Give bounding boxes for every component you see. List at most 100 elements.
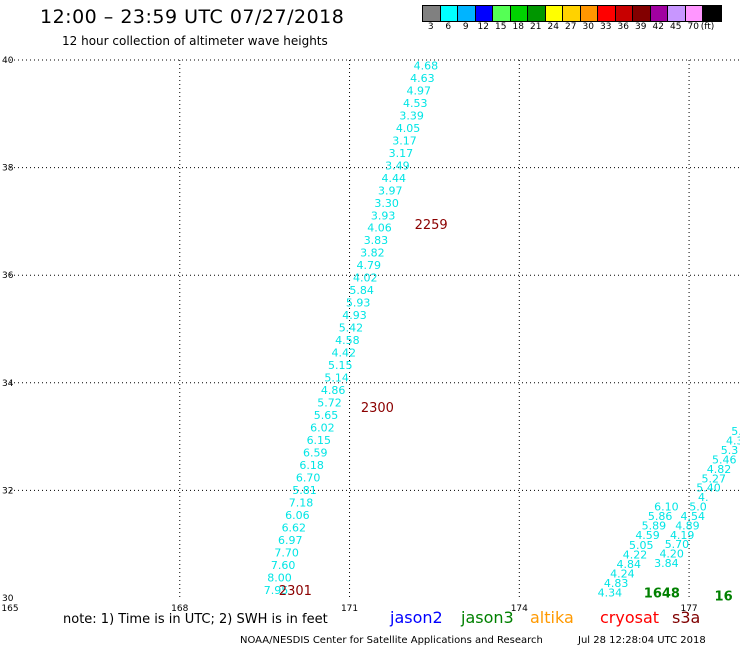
color-scale-label: 18 <box>512 22 524 32</box>
pass-time-label: 1648 <box>644 587 680 602</box>
wave-height-value: 4.97 <box>407 84 432 97</box>
color-swatch <box>668 6 686 21</box>
color-swatch <box>475 6 493 21</box>
wave-height-value: 5.70 <box>665 538 690 551</box>
wave-height-value: 4.06 <box>367 222 392 235</box>
wave-height-value: 6.18 <box>299 459 324 472</box>
wave-height-value: 4.3 <box>726 435 740 448</box>
wave-height-value: 3.39 <box>399 109 424 122</box>
color-swatch <box>685 6 703 21</box>
wave-height-value: 7.70 <box>274 546 299 559</box>
wave-height-value: 4.84 <box>616 558 641 571</box>
wave-height-value: 5.14 <box>324 372 349 385</box>
color-scale-label: 6 <box>445 22 452 32</box>
legend-jason3: jason3 <box>461 608 514 627</box>
wave-height-value: 4.05 <box>396 122 421 135</box>
wave-height-value: 3.82 <box>360 247 385 260</box>
color-swatch <box>528 6 546 21</box>
wave-height-value: 4.68 <box>414 59 439 72</box>
legend-altika: altika <box>530 608 574 627</box>
latitude-tick-label: 32 <box>2 486 13 496</box>
wave-height-value: 4.42 <box>332 347 357 360</box>
wave-height-value: 7.95 <box>264 584 289 597</box>
wave-height-value: 5.40 <box>696 482 721 495</box>
wave-height-value: 4.93 <box>342 309 367 322</box>
color-swatch <box>440 6 458 21</box>
color-swatch <box>580 6 598 21</box>
longitude-tick-label: 177 <box>680 604 697 614</box>
wave-height-value: 4.83 <box>604 577 629 590</box>
wave-height-value: 6.10 <box>654 501 679 514</box>
wave-height-value: 3.83 <box>364 234 389 247</box>
wave-height-value: 4.02 <box>353 272 378 285</box>
wave-height-tracks: 4.684.634.974.533.394.053.173.173.494.44… <box>264 59 740 599</box>
color-scale-label: 3 <box>427 22 434 32</box>
wave-height-value: 4. <box>698 491 709 504</box>
wave-height-value: 3.84 <box>654 557 679 570</box>
legend-cryosat: cryosat <box>600 608 659 627</box>
wave-height-value: 3.30 <box>374 197 399 210</box>
wave-height-value: 3.93 <box>371 209 396 222</box>
legend-jason2-label: jason2 <box>390 608 443 627</box>
longitude-tick-label: 168 <box>171 604 188 614</box>
footnote: note: 1) Time is in UTC; 2) SWH is in fe… <box>63 612 328 627</box>
color-swatch <box>598 6 616 21</box>
wave-height-value: 7.18 <box>289 497 314 510</box>
wave-height-value: 4.63 <box>410 72 435 85</box>
wave-height-value: 6.06 <box>285 509 310 522</box>
color-swatch <box>615 6 633 21</box>
color-swatch <box>545 6 563 21</box>
wave-height-value: 5.89 <box>642 520 667 533</box>
legend-s3a-label: s3a <box>672 608 701 627</box>
axis-tick-labels: 30 32 34 36 38 40 165 168 171 174 177 <box>1 56 697 614</box>
color-swatch <box>633 6 651 21</box>
wave-height-value: 3.97 <box>378 184 403 197</box>
wave-height-value: 4.24 <box>610 567 635 580</box>
wave-height-value: 4.59 <box>635 529 660 542</box>
pass-time-label: 2301 <box>279 584 312 599</box>
color-scale-labels: 3 6 9 12 15 18 21 24 27 30 33 36 39 42 45 70 (ft) <box>422 22 732 34</box>
latitude-tick-label: 30 <box>2 594 14 604</box>
legend-cryosat-label: cryosat <box>600 608 660 627</box>
wave-height-value: 5.3 <box>721 444 739 457</box>
wave-height-value: 5.84 <box>349 284 374 297</box>
color-scale-label: 39 <box>635 22 647 32</box>
color-scale-label: 21 <box>530 22 542 32</box>
latitude-tick-label: 40 <box>2 56 14 66</box>
longitude-tick-label: 174 <box>511 604 528 614</box>
wave-height-value: 5.3 <box>731 425 740 438</box>
pass-time-labels: 2259 2300 2301 1648 16 <box>279 218 733 604</box>
wave-height-value: 5.86 <box>648 510 673 523</box>
color-scale-label: 30 <box>582 22 594 32</box>
wave-height-value: 4.22 <box>623 548 648 561</box>
longitude-tick-label: 171 <box>341 604 358 614</box>
wave-height-value: 6.70 <box>296 472 321 485</box>
color-scale-label: 27 <box>565 22 577 32</box>
wave-height-value: 4.86 <box>321 384 346 397</box>
wave-height-value: 4.54 <box>680 510 705 523</box>
wave-height-value: 6.02 <box>310 422 335 435</box>
color-scale-label: 36 <box>617 22 629 32</box>
pass-time-label: 2300 <box>361 401 394 416</box>
color-scale-label: 15 <box>495 22 507 32</box>
wave-height-value: 7.60 <box>271 559 296 572</box>
color-scale-label: 24 <box>547 22 559 32</box>
color-scale-unit: (ft) <box>700 22 715 32</box>
wave-height-value: 4.89 <box>675 519 700 532</box>
wave-height-value: 5.42 <box>339 322 364 335</box>
wave-height-value: 5.65 <box>314 409 339 422</box>
wave-height-value: 4.58 <box>335 334 360 347</box>
wave-height-value: 4.19 <box>670 529 695 542</box>
legend-jason2: jason2 <box>390 608 443 627</box>
wave-height-value: 4.53 <box>403 97 428 110</box>
color-scale-label: 42 <box>652 22 664 32</box>
wave-height-value: 3.17 <box>392 134 417 147</box>
wave-height-value: 5.0 <box>689 501 707 514</box>
color-swatch <box>458 6 476 21</box>
color-swatch <box>563 6 581 21</box>
wave-height-value: 6.97 <box>278 534 303 547</box>
wave-height-value: 6.62 <box>282 521 307 534</box>
page-subtitle: 12 hour collection of altimeter wave hei… <box>62 34 328 48</box>
color-swatch <box>650 6 668 21</box>
